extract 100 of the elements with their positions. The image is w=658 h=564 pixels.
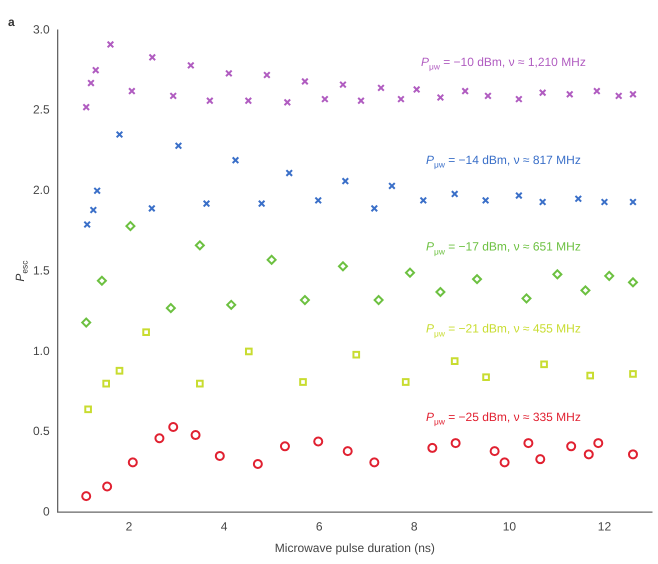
point — [629, 198, 637, 206]
point — [232, 156, 240, 164]
point — [82, 103, 90, 111]
point — [339, 80, 347, 88]
point — [244, 348, 253, 356]
point — [523, 438, 534, 448]
point — [515, 95, 523, 103]
point — [566, 90, 574, 98]
point — [628, 277, 638, 288]
point — [83, 220, 91, 228]
point — [300, 295, 310, 306]
y-tick-label: 3.0 — [32, 22, 50, 36]
point — [214, 450, 225, 461]
point — [190, 430, 201, 440]
point — [629, 90, 637, 98]
point — [521, 293, 532, 304]
point — [472, 274, 482, 284]
point — [600, 198, 608, 206]
point — [87, 79, 95, 87]
y-tick-label: 1.0 — [32, 344, 50, 358]
point — [102, 481, 112, 492]
point — [299, 378, 307, 386]
point — [285, 169, 294, 177]
point — [321, 95, 329, 103]
point — [128, 87, 136, 95]
point — [102, 380, 110, 388]
point — [81, 318, 92, 328]
point — [500, 457, 510, 468]
point — [196, 380, 204, 388]
point — [374, 295, 384, 306]
point — [81, 491, 92, 502]
y-tick-label: 2.0 — [32, 183, 50, 198]
point — [342, 177, 350, 185]
x-tick-label: 2 — [126, 520, 133, 534]
point — [206, 96, 214, 105]
x-tick-label: 12 — [598, 520, 612, 534]
point — [628, 449, 638, 460]
point — [593, 87, 601, 95]
point — [388, 182, 396, 190]
point — [314, 196, 322, 204]
text: a — [8, 15, 15, 29]
point — [482, 196, 490, 204]
point — [284, 98, 292, 106]
point — [535, 454, 546, 464]
point — [266, 254, 277, 265]
point — [604, 270, 614, 281]
point — [404, 268, 415, 278]
point — [263, 71, 271, 79]
point — [580, 285, 590, 296]
point — [154, 433, 164, 444]
x-tick-label: 8 — [410, 520, 418, 534]
point — [301, 78, 309, 86]
point — [116, 366, 124, 375]
point — [90, 206, 98, 214]
y-axis-title: Pesc — [13, 260, 30, 282]
point — [244, 96, 252, 105]
point — [484, 92, 492, 100]
point — [419, 196, 428, 204]
point — [574, 194, 582, 203]
point — [538, 198, 546, 206]
point — [116, 130, 124, 138]
point — [280, 441, 290, 452]
point — [629, 370, 637, 378]
point — [202, 200, 210, 208]
point — [225, 70, 233, 78]
point — [614, 92, 623, 100]
y-tick-label: 0 — [42, 504, 50, 519]
point — [584, 449, 594, 460]
point — [436, 94, 444, 102]
point — [397, 95, 405, 103]
point — [540, 360, 548, 368]
point — [128, 457, 138, 468]
point — [566, 441, 576, 452]
point — [125, 221, 136, 232]
point — [226, 300, 236, 310]
point — [412, 86, 420, 94]
point — [148, 204, 156, 212]
point — [515, 192, 523, 200]
point — [142, 328, 150, 336]
point — [106, 40, 114, 48]
point — [552, 269, 562, 280]
point — [450, 190, 459, 198]
point — [427, 442, 438, 453]
x-tick-label: 4 — [220, 520, 228, 534]
y-tick-label: 0.5 — [32, 424, 50, 438]
point — [538, 88, 546, 97]
point — [593, 438, 604, 448]
point — [490, 446, 500, 456]
point — [252, 458, 263, 469]
x-axis-title: Microwave pulse duration (ns) — [274, 541, 435, 556]
point — [168, 422, 178, 432]
point — [450, 357, 459, 365]
point — [338, 261, 348, 272]
x-tick-label: 6 — [316, 520, 323, 534]
point — [84, 406, 92, 414]
point — [435, 286, 446, 297]
y-tick-label: 1.5 — [32, 263, 50, 278]
point — [166, 303, 176, 314]
point — [369, 457, 380, 468]
point — [342, 446, 353, 456]
